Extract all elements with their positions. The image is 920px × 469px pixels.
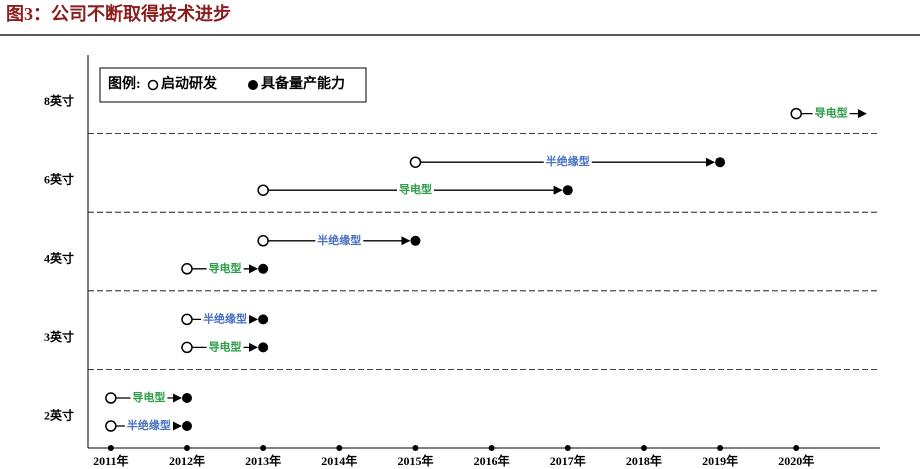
legend-marker (147, 79, 159, 91)
x-tick-mark (640, 445, 647, 451)
x-tick-mark (793, 445, 800, 451)
x-tick-mark (107, 445, 114, 451)
range-label: 导电型 (209, 261, 242, 275)
range-label: 导电型 (132, 390, 165, 404)
x-tick-mark (488, 445, 495, 451)
y-tick-label: 8英寸 (44, 93, 74, 108)
x-tick-mark (260, 445, 267, 451)
x-tick-label: 2015年 (397, 453, 433, 468)
legend-box (99, 67, 367, 103)
x-tick-label: 2018年 (626, 453, 662, 468)
x-tick-label: 2016年 (474, 453, 510, 468)
start-marker (257, 235, 269, 247)
legend-marker (248, 80, 258, 90)
y-tick-label: 6英寸 (44, 172, 74, 187)
x-tick-mark (412, 445, 419, 451)
start-marker (105, 420, 117, 432)
end-marker (258, 314, 269, 325)
start-marker (257, 184, 269, 196)
start-marker (181, 341, 193, 354)
range-label-bg (396, 182, 434, 197)
legend-title: 图例: (108, 75, 141, 92)
x-tick-mark (564, 445, 571, 451)
range-label: 半绝缘型 (317, 233, 361, 247)
range-label-bg (206, 260, 244, 275)
range-label-bg (543, 154, 592, 169)
start-marker (790, 107, 802, 120)
x-tick-label: 2019年 (702, 453, 738, 468)
range-label: 导电型 (209, 339, 242, 353)
x-tick-label: 2012年 (169, 453, 205, 468)
range-label: 半绝缘型 (546, 154, 590, 168)
x-tick-label: 2013年 (245, 453, 281, 468)
end-marker (182, 393, 192, 403)
end-marker (715, 157, 726, 168)
x-tick-label: 2014年 (321, 453, 357, 468)
range-label-bg (124, 418, 173, 432)
start-marker (181, 263, 193, 275)
x-tick-mark (184, 445, 190, 451)
range-label-bg (812, 105, 850, 120)
end-marker (258, 342, 269, 353)
x-tick-mark (336, 445, 343, 451)
y-tick-label: 2英寸 (44, 407, 74, 422)
range-label: 导电型 (815, 106, 848, 120)
end-marker (182, 421, 192, 431)
end-marker (410, 235, 421, 246)
legend-label: 具备量产能力 (260, 75, 345, 92)
legend: 图例: 启动研发 具备量产能力 (99, 67, 367, 103)
start-marker (409, 156, 422, 168)
x-tick-mark (717, 445, 724, 451)
start-marker (181, 313, 193, 326)
range-label: 导电型 (399, 182, 432, 196)
range-label-bg (206, 339, 244, 354)
y-tick-label: 4英寸 (44, 250, 74, 265)
end-marker (562, 185, 573, 196)
range-label-bg (201, 311, 250, 326)
end-marker (258, 263, 269, 274)
range-label-bg (130, 390, 168, 404)
legend-label: 启动研发 (161, 75, 218, 92)
range-label-bg (315, 232, 364, 247)
x-tick-label: 2020年 (778, 453, 814, 468)
start-marker (105, 392, 117, 404)
chart-title: 图3：公司不断取得技术进步 (6, 3, 231, 24)
range-label: 半绝缘型 (203, 311, 247, 325)
x-tick-label: 2017年 (550, 453, 586, 468)
range-label: 半绝缘型 (127, 418, 171, 432)
y-tick-label: 3英寸 (44, 329, 74, 344)
x-tick-label: 2011年 (93, 453, 128, 468)
